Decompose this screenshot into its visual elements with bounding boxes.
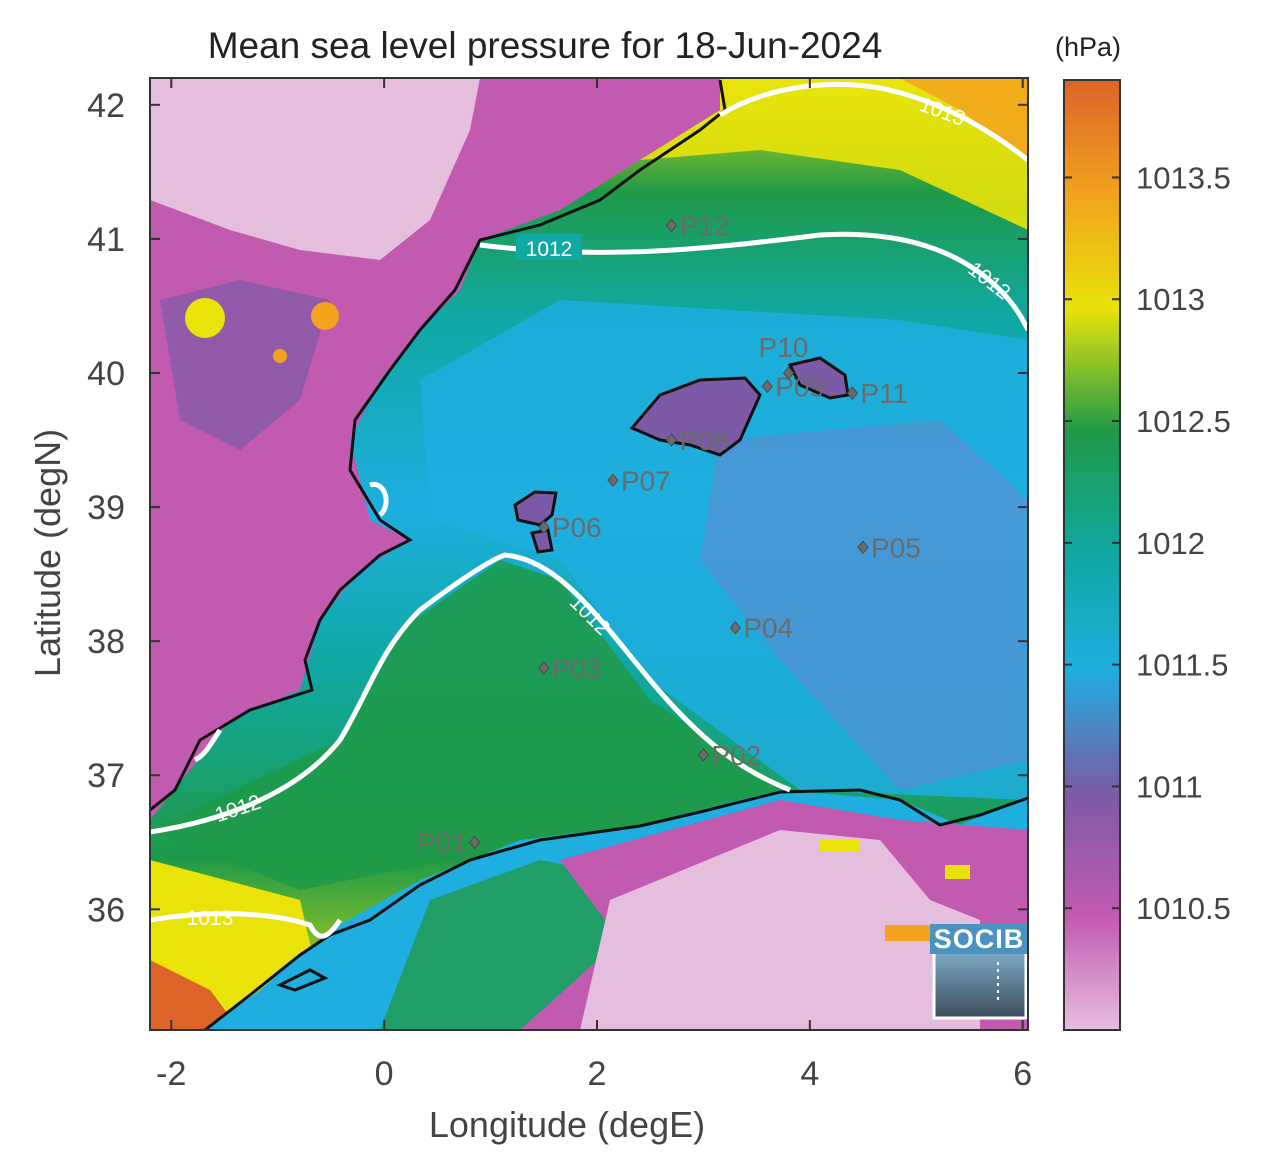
colorbar-tick-label: 1011: [1136, 769, 1203, 804]
contour-label: 1012: [526, 238, 573, 261]
y-tick-label: 38: [87, 623, 125, 661]
station-label: P03: [552, 653, 602, 684]
colorbar: [1063, 79, 1121, 1031]
station-marker: [761, 379, 773, 394]
isobars: [150, 82, 1028, 939]
station-label: P01: [417, 827, 467, 858]
africa-coast: [204, 788, 1028, 1030]
station-marker: [782, 366, 795, 380]
station-label: P09: [775, 371, 825, 402]
colorbar-tick-label: 1012: [1136, 526, 1205, 561]
map-frame: [149, 77, 1029, 1031]
y-tick-label: 42: [87, 87, 125, 125]
colorbar-unit: (hPa): [1055, 32, 1121, 62]
y-axis-label: Latitude (degN): [27, 429, 68, 677]
colorbar-tick-label: 1010.5: [1136, 891, 1231, 926]
x-tick-label: 4: [800, 1055, 819, 1093]
y-tick-label: 41: [87, 221, 125, 259]
colorbar-tick-label: 1012.5: [1136, 404, 1231, 439]
contour-label: 1013: [187, 907, 234, 930]
ibiza: [513, 490, 558, 527]
station-label: P10: [759, 332, 809, 363]
station-marker: [607, 473, 619, 488]
isobar-labels: 1012 1012 1012 1012 1013 1013: [187, 93, 1015, 930]
x-tick-label: -2: [156, 1055, 186, 1093]
pressure-field: 1012 1012 1012 1012 1013 1013 P01P02P03P…: [150, 78, 1028, 1030]
map-title: Mean sea level pressure for 18-Jun-2024: [208, 25, 883, 66]
station-marker: [846, 386, 859, 400]
station-marker: [665, 218, 678, 233]
y-tick-label: 37: [87, 757, 125, 795]
x-tick-label: 0: [375, 1055, 394, 1093]
station-label: P07: [621, 465, 671, 496]
y-tick-label: 39: [87, 489, 125, 527]
socib-logo: SOCIB: [930, 924, 1028, 1020]
logo-text: SOCIB: [934, 924, 1025, 954]
station-marker: [697, 748, 710, 762]
station-marker: [729, 620, 741, 635]
x-tick-label: 6: [1013, 1055, 1032, 1093]
y-axis: 36 37 38 39 40 41 42: [87, 87, 1028, 929]
station-label: P11: [860, 378, 908, 409]
station-marker: [538, 520, 550, 534]
station-marker: [665, 433, 678, 447]
station-label: P12: [679, 210, 729, 241]
colorbar-tick-label: 1013: [1136, 282, 1205, 317]
iberia-coast: [150, 79, 727, 812]
x-axis-label: Longitude (degE): [429, 1104, 705, 1145]
colorbar-tick-label: 1013.5: [1136, 160, 1231, 195]
station-label: P04: [743, 613, 793, 644]
station-layer: P01 P02 P03 P04 P05 P06 P07 P08 P09 P10 P11 P12: [417, 210, 921, 858]
colorbar-ticks: 1010.5 1011 1011.5 1012 1012.5 1013 1013.5: [1064, 160, 1231, 926]
x-tick-label: 2: [588, 1055, 607, 1093]
x-axis: -2 0 2 4 6: [156, 78, 1032, 1093]
station-marker: [857, 540, 869, 555]
colorbar-tick-label: 1011.5: [1136, 648, 1229, 683]
station-marker: [538, 661, 550, 675]
station-label: P06: [552, 512, 602, 543]
y-tick-label: 36: [87, 891, 125, 929]
iberia-land: [150, 78, 720, 820]
station-marker: [468, 835, 481, 850]
y-tick-label: 40: [87, 355, 125, 393]
station-label: P02: [711, 740, 761, 771]
menorca: [787, 356, 850, 400]
station-label: P08: [679, 425, 729, 456]
station-label: P05: [871, 532, 921, 563]
